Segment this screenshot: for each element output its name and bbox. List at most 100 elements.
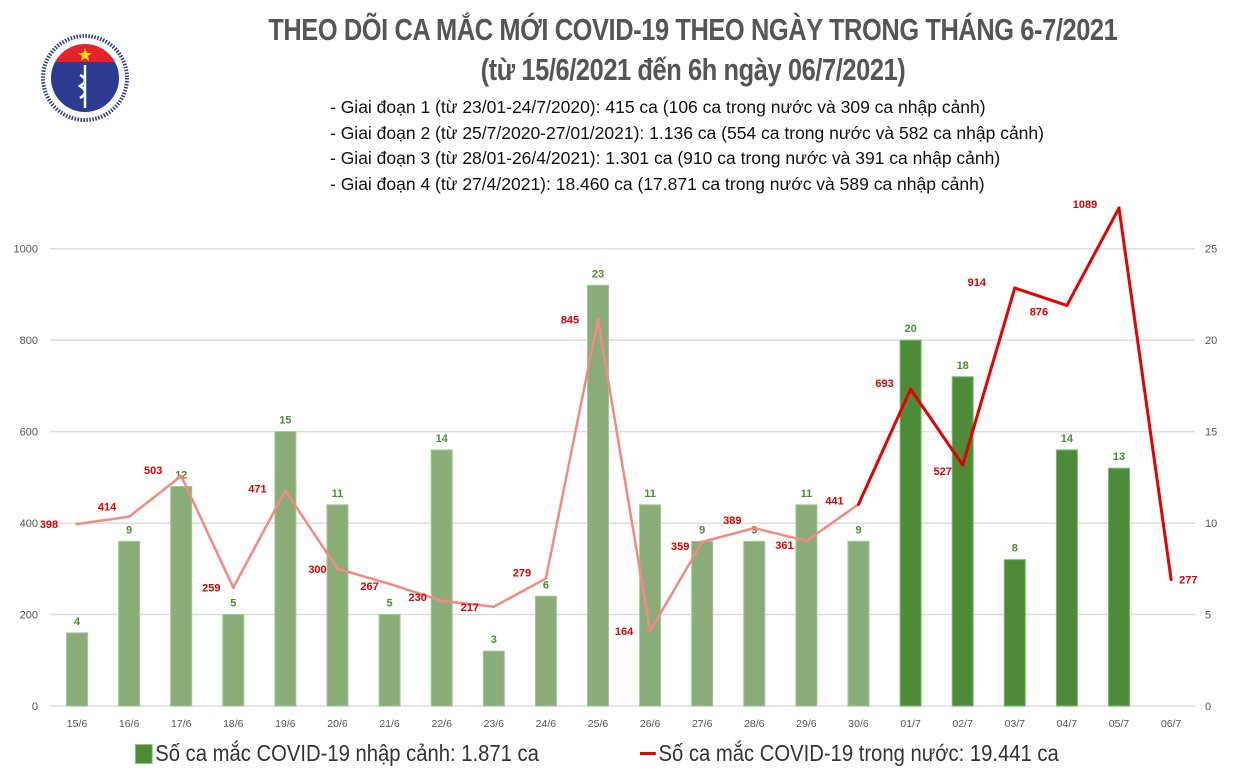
line-data-label: 845 xyxy=(561,315,579,327)
line-point-domestic xyxy=(388,582,392,586)
bar-data-label: 9 xyxy=(699,524,705,536)
legend-bar-swatch xyxy=(135,743,153,764)
line-point-domestic xyxy=(909,387,913,391)
bar-imported xyxy=(1055,449,1078,707)
line-data-label: 527 xyxy=(934,466,952,478)
bar-imported xyxy=(534,595,557,707)
bar-data-label: 5 xyxy=(387,598,393,610)
bar-imported xyxy=(691,540,714,707)
bar-data-label: 11 xyxy=(332,488,344,500)
line-point-domestic xyxy=(700,540,704,544)
line-point-domestic xyxy=(336,567,339,571)
title-line-1: THEO DÕI CA MẮC MỚI COVID-19 THEO NGÀY T… xyxy=(268,12,1118,47)
right-axis-tick: 10 xyxy=(1205,518,1217,530)
line-segment-domestic xyxy=(1117,206,1173,581)
line-segment-domestic xyxy=(700,526,756,544)
line-segment-domestic xyxy=(648,540,704,633)
x-axis-tick: 04/7 xyxy=(1057,718,1078,730)
x-axis-tick: 05/7 xyxy=(1109,718,1130,730)
line-segment-domestic xyxy=(440,599,496,609)
bar-imported xyxy=(1108,467,1130,707)
right-axis-tick: 25 xyxy=(1205,244,1217,256)
line-point-domestic xyxy=(127,515,131,519)
line-data-label: 441 xyxy=(825,495,843,507)
ministry-of-health-logo xyxy=(41,34,129,122)
bar-imported xyxy=(743,540,766,707)
line-data-label: 914 xyxy=(968,277,987,289)
right-axis-tick: 20 xyxy=(1205,335,1217,347)
line-data-label: 359 xyxy=(671,541,689,553)
note-phase-1: - Giai đoạn 1 (từ 23/01-24/7/2020): 415 … xyxy=(330,97,986,117)
left-axis-tick: 200 xyxy=(20,610,38,622)
bar-imported xyxy=(326,504,349,707)
bar-imported xyxy=(639,504,662,707)
line-data-label: 389 xyxy=(723,515,741,527)
bar-data-label: 18 xyxy=(957,360,969,372)
right-axis-tick: 5 xyxy=(1205,610,1211,622)
left-axis-tick: 400 xyxy=(20,518,38,530)
line-point-domestic xyxy=(440,599,444,603)
bar-imported xyxy=(222,614,245,707)
right-axis-tick: 15 xyxy=(1205,427,1217,439)
x-axis-tick: 25/6 xyxy=(588,718,609,730)
line-data-label: 503 xyxy=(144,465,162,477)
bar-data-label: 20 xyxy=(904,323,916,335)
left-axis-tick: 600 xyxy=(20,427,38,439)
x-axis-tick: 17/6 xyxy=(171,718,192,730)
bar-data-label: 3 xyxy=(491,634,497,646)
x-axis-tick: 21/6 xyxy=(379,718,400,730)
line-point-domestic xyxy=(857,502,860,506)
bar-data-label: 4 xyxy=(74,616,81,628)
bar-imported xyxy=(847,540,870,707)
bar-data-label: 23 xyxy=(592,268,604,280)
x-axis-tick: 22/6 xyxy=(431,718,452,730)
line-data-label: 277 xyxy=(1179,574,1197,586)
line-data-label: 398 xyxy=(40,519,58,531)
line-point-domestic xyxy=(75,522,79,526)
x-axis-tick: 29/6 xyxy=(796,718,817,730)
line-data-label: 217 xyxy=(461,602,479,614)
x-axis-tick: 19/6 xyxy=(275,718,296,730)
line-data-label: 414 xyxy=(98,502,117,514)
bar-data-label: 14 xyxy=(436,433,449,445)
line-point-domestic xyxy=(544,576,548,580)
line-point-domestic xyxy=(283,489,287,493)
x-axis-tick: 27/6 xyxy=(692,718,713,730)
line-data-label: 259 xyxy=(202,583,220,595)
line-data-label: 876 xyxy=(1030,306,1048,318)
x-axis-tick: 02/7 xyxy=(952,718,973,730)
line-segment-domestic xyxy=(388,582,443,603)
bar-data-label: 9 xyxy=(855,524,861,536)
bar-data-label: 8 xyxy=(1012,543,1018,555)
line-point-domestic xyxy=(1169,577,1173,581)
legend-line-swatch xyxy=(640,752,656,755)
x-axis-tick: 28/6 xyxy=(744,718,765,730)
line-point-domestic xyxy=(1013,286,1017,290)
line-point-domestic xyxy=(1117,206,1121,210)
line-segment-domestic xyxy=(857,387,913,506)
line-data-label: 1089 xyxy=(1073,199,1097,211)
line-point-domestic xyxy=(752,526,756,530)
line-data-label: 164 xyxy=(615,626,634,638)
line-data-label: 300 xyxy=(308,564,326,576)
chart-plot: 0 200 400 600 800 1000 0 5 10 15 20 25 15/6 16/6 17/6 1… xyxy=(14,199,1218,730)
line-segment-domestic xyxy=(75,515,131,526)
left-axis-tick: 0 xyxy=(32,701,38,713)
x-axis-tick: 01/7 xyxy=(900,718,921,730)
line-data-label: 693 xyxy=(875,378,893,390)
bar-imported xyxy=(430,449,453,707)
line-segment-domestic xyxy=(753,526,808,543)
x-axis-tick: 15/6 xyxy=(67,718,88,730)
line-point-domestic xyxy=(596,318,600,322)
line-segment-domestic xyxy=(544,318,600,580)
line-point-domestic xyxy=(961,463,965,467)
left-axis-tick: 1000 xyxy=(14,244,38,256)
x-axis-tick: 30/6 xyxy=(848,718,869,730)
bar-data-label: 11 xyxy=(801,488,813,500)
note-phase-2: - Giai đoạn 2 (từ 25/7/2020-27/01/2021):… xyxy=(330,122,1044,143)
line-data-label: 279 xyxy=(513,567,531,579)
line-segment-domestic xyxy=(127,474,183,518)
line-segment-domestic xyxy=(1065,206,1121,307)
bar-data-label: 9 xyxy=(751,524,757,536)
bar-imported xyxy=(899,339,922,707)
